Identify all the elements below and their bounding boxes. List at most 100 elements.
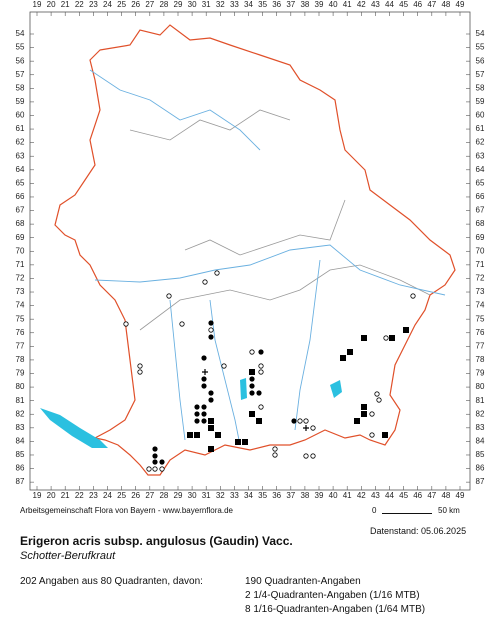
row-label: 64	[16, 165, 25, 174]
marker-open	[310, 453, 316, 459]
marker-open	[221, 363, 227, 369]
column-label: 37	[286, 0, 295, 9]
column-label: 46	[413, 491, 422, 500]
marker-square	[361, 335, 367, 341]
marker-open	[383, 335, 389, 341]
lake	[330, 380, 342, 398]
species-name: Erigeron acris subsp. angulosus (Gaudin)…	[20, 534, 293, 548]
marker-plus	[202, 369, 208, 375]
column-label: 19	[33, 491, 42, 500]
marker-square	[194, 432, 200, 438]
column-label: 21	[61, 0, 70, 9]
marker-open	[369, 432, 375, 438]
row-label: 77	[476, 341, 485, 350]
marker-open	[258, 363, 264, 369]
column-label: 43	[371, 491, 380, 500]
column-label: 33	[230, 491, 239, 500]
river	[169, 299, 186, 441]
marker-open	[303, 453, 309, 459]
lake-constance	[40, 408, 108, 448]
marker-filled	[201, 376, 207, 382]
marker-filled	[201, 404, 207, 410]
district-borders	[129, 109, 431, 331]
column-label: 41	[343, 0, 352, 9]
summary-line: 8 1/16-Quadranten-Angaben (1/64 MTB)	[245, 604, 426, 615]
lake	[240, 378, 247, 400]
river	[294, 259, 321, 431]
column-label: 42	[357, 0, 366, 9]
border-line	[139, 264, 431, 331]
river	[209, 299, 241, 446]
row-label: 64	[476, 165, 485, 174]
marker-open	[272, 452, 278, 458]
row-label: 74	[16, 301, 25, 310]
row-label: 57	[16, 70, 25, 79]
row-label: 62	[476, 138, 485, 147]
row-label: 60	[476, 111, 485, 120]
marker-open	[208, 327, 214, 333]
row-label: 82	[476, 409, 485, 418]
column-label: 31	[202, 491, 211, 500]
column-label: 36	[272, 491, 281, 500]
row-label: 70	[476, 246, 485, 255]
row-label: 74	[476, 301, 485, 310]
column-label: 32	[216, 0, 225, 9]
row-label: 83	[476, 423, 485, 432]
scale-bar	[382, 513, 432, 514]
marker-open	[137, 369, 143, 375]
marker-filled	[152, 446, 158, 452]
row-label: 72	[16, 274, 25, 283]
row-label: 70	[16, 246, 25, 255]
column-label: 47	[427, 0, 436, 9]
marker-square	[361, 404, 367, 410]
column-label: 35	[258, 0, 267, 9]
marker-open	[179, 321, 185, 327]
row-label: 55	[16, 43, 25, 52]
column-label: 41	[343, 491, 352, 500]
row-label: 65	[16, 178, 25, 187]
column-label: 20	[47, 491, 56, 500]
marker-plus	[303, 425, 309, 431]
column-label: 28	[159, 0, 168, 9]
column-label: 37	[286, 491, 295, 500]
marker-filled	[194, 404, 200, 410]
marker-square	[403, 327, 409, 333]
marker-filled	[194, 418, 200, 424]
marker-open	[272, 446, 278, 452]
row-label: 61	[16, 124, 25, 133]
column-label: 38	[300, 491, 309, 500]
marker-filled	[291, 418, 297, 424]
column-label: 39	[315, 0, 324, 9]
marker-square	[242, 439, 248, 445]
row-label: 81	[476, 396, 485, 405]
column-label: 48	[441, 0, 450, 9]
row-label: 66	[476, 192, 485, 201]
marker-open	[166, 293, 172, 299]
marker-open	[369, 411, 375, 417]
column-label: 32	[216, 491, 225, 500]
column-label: 40	[329, 491, 338, 500]
column-label: 20	[47, 0, 56, 9]
row-label: 69	[16, 233, 25, 242]
row-label: 84	[476, 437, 485, 446]
column-label: 42	[357, 491, 366, 500]
data-date: Datenstand: 05.06.2025	[370, 526, 467, 536]
column-label: 49	[456, 491, 465, 500]
marker-open	[152, 466, 158, 472]
column-label: 39	[315, 491, 324, 500]
marker-filled	[201, 383, 207, 389]
marker-open	[258, 404, 264, 410]
border-line	[184, 199, 346, 256]
row-label: 67	[16, 206, 25, 215]
marker-filled	[201, 411, 207, 417]
marker-open	[258, 369, 264, 375]
row-label: 65	[476, 178, 485, 187]
marker-square	[208, 418, 214, 424]
marker-square	[389, 335, 395, 341]
row-label: 57	[476, 70, 485, 79]
column-label: 27	[145, 0, 154, 9]
row-label: 73	[476, 287, 485, 296]
marker-filled	[249, 376, 255, 382]
column-label: 48	[441, 491, 450, 500]
